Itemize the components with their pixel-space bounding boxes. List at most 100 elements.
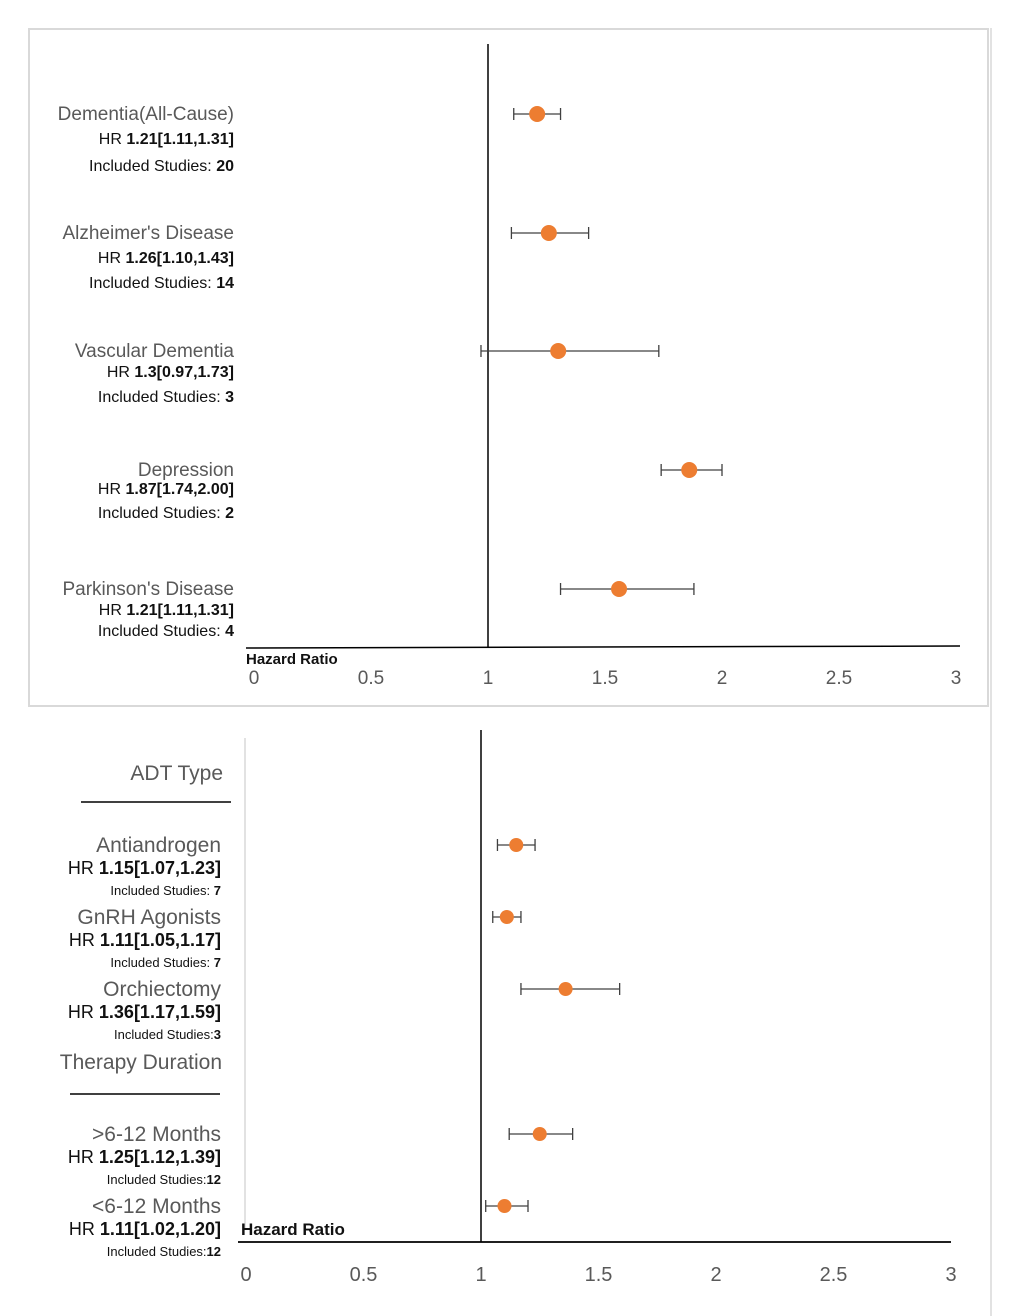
- hr-prefix: HR: [68, 858, 99, 878]
- studies-count: 14: [216, 275, 234, 292]
- hr-value: 1.15[1.07,1.23]: [99, 858, 221, 878]
- row-name-label: Alzheimer's Disease: [62, 223, 234, 244]
- row-studies-label: Included Studies: 14: [89, 275, 234, 292]
- studies-count: 12: [207, 1244, 221, 1259]
- studies-prefix: Included Studies:: [98, 389, 225, 406]
- row-hr-label: HR 1.26[1.10,1.43]: [98, 250, 234, 267]
- hr-prefix: HR: [98, 481, 126, 498]
- hr-prefix: HR: [98, 250, 126, 267]
- hr-point-marker: [497, 1199, 512, 1213]
- hr-point-marker: [550, 343, 567, 359]
- studies-count: 20: [216, 158, 234, 175]
- hr-prefix: HR: [69, 1219, 100, 1239]
- x-tick-label: 1.5: [585, 1264, 613, 1286]
- row-name-label: Orchiectomy: [103, 978, 221, 1001]
- hr-prefix: HR: [69, 930, 100, 950]
- x-tick-label: 2: [717, 668, 728, 689]
- studies-count: 7: [214, 955, 221, 970]
- row-name-label: Parkinson's Disease: [62, 579, 234, 600]
- page-right-border: [990, 28, 992, 1316]
- row-hr-label: HR 1.11[1.05,1.17]: [69, 930, 221, 950]
- row-hr-label: HR 1.87[1.74,2.00]: [98, 481, 234, 498]
- x-tick-label: 1: [475, 1264, 486, 1286]
- x-tick-label: 0.5: [358, 668, 384, 689]
- studies-count: 7: [214, 883, 221, 898]
- row-name-label: GnRH Agonists: [77, 906, 221, 929]
- studies-count: 3: [214, 1027, 221, 1042]
- studies-prefix: Included Studies:: [89, 275, 216, 292]
- row-name-label: <6-12 Months: [92, 1195, 221, 1218]
- hr-value: 1.11[1.05,1.17]: [100, 930, 221, 950]
- hr-value: 1.3[0.97,1.73]: [134, 364, 234, 381]
- hr-prefix: HR: [68, 1002, 99, 1022]
- x-tick-label: 1.5: [592, 668, 618, 689]
- studies-prefix: Included Studies:: [98, 623, 225, 640]
- studies-prefix: Included Studies:: [107, 1244, 207, 1259]
- studies-prefix: Included Studies:: [110, 883, 213, 898]
- hr-value: 1.11[1.02,1.20]: [100, 1219, 221, 1239]
- hr-point-marker: [611, 581, 628, 597]
- row-hr-label: HR 1.15[1.07,1.23]: [68, 858, 221, 878]
- section-heading: Therapy Duration: [60, 1051, 222, 1074]
- row-hr-label: HR 1.11[1.02,1.20]: [69, 1219, 221, 1239]
- row-hr-label: HR 1.36[1.17,1.59]: [68, 1002, 221, 1022]
- top-chart-panel: [28, 28, 989, 707]
- row-studies-label: Included Studies:3: [114, 1027, 221, 1042]
- row-studies-label: Included Studies:12: [107, 1244, 221, 1259]
- hr-prefix: HR: [99, 602, 127, 619]
- row-name-label: Depression: [138, 460, 234, 481]
- hr-point-marker: [681, 462, 698, 478]
- x-axis-title: Hazard Ratio: [246, 651, 338, 668]
- row-hr-label: HR 1.21[1.11,1.31]: [99, 131, 234, 148]
- x-tick-label: 1: [483, 668, 494, 689]
- row-name-label: Dementia(All-Cause): [58, 104, 234, 125]
- studies-prefix: Included Studies:: [114, 1027, 214, 1042]
- row-studies-label: Included Studies: 4: [98, 623, 234, 640]
- hr-value: 1.21[1.11,1.31]: [126, 602, 234, 619]
- row-hr-label: HR 1.25[1.12,1.39]: [68, 1147, 221, 1167]
- row-studies-label: Included Studies: 20: [89, 158, 234, 175]
- row-hr-label: HR 1.21[1.11,1.31]: [99, 602, 234, 619]
- row-studies-label: Included Studies: 3: [98, 389, 234, 406]
- x-tick-label: 0.5: [350, 1264, 378, 1286]
- studies-count: 3: [225, 389, 234, 406]
- hr-point-marker: [509, 838, 524, 852]
- studies-prefix: Included Studies:: [89, 158, 216, 175]
- x-tick-label: 2: [710, 1264, 721, 1286]
- hr-prefix: HR: [99, 131, 127, 148]
- row-name-label: Vascular Dementia: [75, 341, 235, 362]
- row-hr-label: HR 1.3[0.97,1.73]: [107, 364, 234, 381]
- x-tick-label: 3: [945, 1264, 956, 1286]
- x-tick-label: 2.5: [820, 1264, 848, 1286]
- studies-prefix: Included Studies:: [98, 505, 225, 522]
- x-tick-label: 0: [240, 1264, 251, 1286]
- hr-value: 1.26[1.10,1.43]: [125, 250, 234, 267]
- x-tick-label: 2.5: [826, 668, 852, 689]
- section-heading: ADT Type: [130, 762, 223, 785]
- hr-point-marker: [499, 910, 514, 924]
- x-tick-label: 3: [951, 668, 962, 689]
- studies-count: 12: [207, 1172, 221, 1187]
- row-studies-label: Included Studies: 2: [98, 505, 234, 522]
- studies-count: 2: [225, 505, 234, 522]
- hr-value: 1.87[1.74,2.00]: [125, 481, 234, 498]
- hr-point-marker: [558, 982, 573, 996]
- x-axis-line: [245, 645, 961, 649]
- hr-point-marker: [529, 106, 546, 122]
- studies-prefix: Included Studies:: [110, 955, 213, 970]
- hr-prefix: HR: [68, 1147, 99, 1167]
- hr-point-marker: [540, 225, 557, 241]
- x-tick-label: 0: [249, 668, 260, 689]
- hr-prefix: HR: [107, 364, 135, 381]
- studies-prefix: Included Studies:: [107, 1172, 207, 1187]
- row-studies-label: Included Studies:12: [107, 1172, 221, 1187]
- row-studies-label: Included Studies: 7: [110, 883, 221, 898]
- row-name-label: >6-12 Months: [92, 1123, 221, 1146]
- studies-count: 4: [225, 623, 234, 640]
- hr-value: 1.36[1.17,1.59]: [99, 1002, 221, 1022]
- hr-value: 1.21[1.11,1.31]: [126, 131, 234, 148]
- x-axis-title: Hazard Ratio: [241, 1220, 345, 1239]
- row-studies-label: Included Studies: 7: [110, 955, 221, 970]
- hr-value: 1.25[1.12,1.39]: [99, 1147, 221, 1167]
